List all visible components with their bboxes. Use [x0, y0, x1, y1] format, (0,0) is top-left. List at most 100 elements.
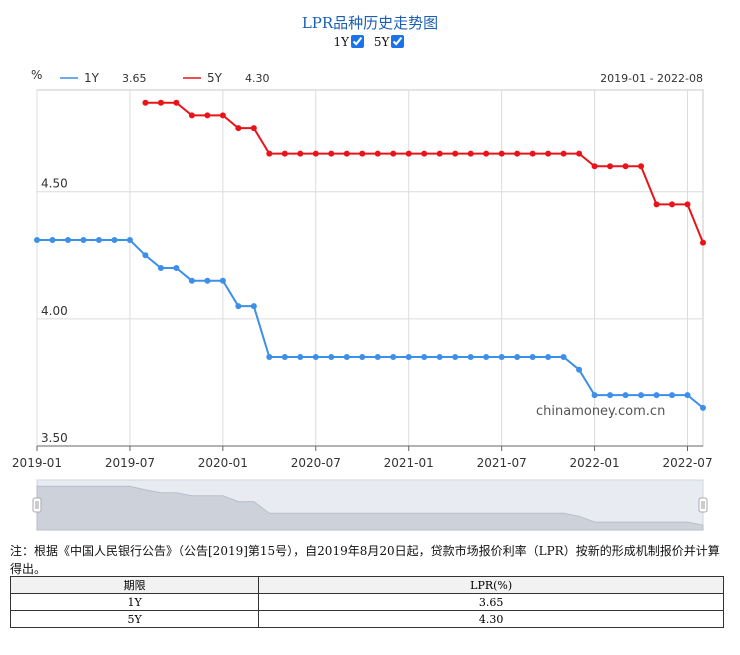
zoom-preview-area [36, 485, 704, 531]
data-point-1y [359, 354, 366, 360]
data-point-1y [173, 265, 180, 271]
data-point-5y [607, 163, 614, 170]
data-point-5y [142, 99, 149, 106]
data-point-5y [529, 150, 536, 157]
data-point-1y [49, 237, 56, 244]
data-point-1y [436, 354, 443, 360]
zoom-handle-right[interactable] [698, 497, 708, 513]
data-point-1y [142, 252, 149, 259]
series-line-5y [145, 101, 704, 243]
data-point-1y [591, 392, 598, 399]
data-point-5y [297, 150, 304, 157]
toggle-5y[interactable]: 5Y [374, 35, 407, 49]
data-point-5y [204, 112, 211, 119]
chart-series [34, 99, 706, 411]
data-point-1y [235, 303, 242, 310]
data-point-1y [64, 237, 71, 244]
data-point-1y [638, 392, 645, 399]
data-point-1y [157, 265, 164, 271]
data-point-1y [250, 303, 257, 310]
cell-term: 1Y [9, 593, 260, 611]
data-point-5y [328, 150, 335, 157]
data-point-5y [560, 150, 567, 157]
watermark: chinamoney.com.cn [536, 404, 665, 419]
data-point-1y [281, 354, 288, 360]
data-point-1y [266, 354, 273, 360]
toggle-1y-label: 1Y [333, 35, 350, 49]
toggle-5y-checkbox[interactable] [391, 35, 405, 48]
data-point-5y [266, 150, 273, 157]
zoom-slider[interactable] [32, 479, 708, 531]
data-point-5y [359, 150, 366, 157]
toggle-1y-checkbox[interactable] [351, 35, 365, 48]
x-tick-label: 2021-01 [384, 456, 434, 470]
data-point-5y [684, 201, 691, 208]
x-tick-label: 2022-07 [662, 456, 712, 470]
chart-grid [36, 89, 704, 447]
data-point-5y [281, 150, 288, 157]
x-tick-label: 2020-07 [291, 456, 341, 470]
data-point-5y [576, 150, 583, 157]
x-tick-label: 2020-01 [198, 456, 248, 470]
data-point-5y [591, 163, 598, 170]
lpr-table: 期限 LPR(%) 1Y 3.65 5Y 4.30 [9, 576, 724, 628]
data-point-1y [607, 392, 614, 399]
data-point-1y [95, 237, 102, 244]
data-point-5y [483, 150, 490, 157]
chart-legend: 1Y 3.65 5Y 4.30 [60, 71, 270, 85]
data-point-1y [483, 354, 490, 360]
data-point-5y [653, 201, 660, 208]
table-header-row: 期限 LPR(%) [9, 576, 724, 594]
y-tick-label: 4.50 [41, 177, 68, 191]
legend-value-5y: 4.30 [245, 72, 270, 85]
data-point-1y [297, 354, 304, 360]
data-point-5y [452, 150, 459, 157]
x-tick-label: 2019-07 [105, 456, 155, 470]
data-point-5y [467, 150, 474, 157]
zoom-handle-left[interactable] [32, 497, 42, 513]
data-point-5y [498, 150, 505, 157]
data-point-5y [173, 99, 180, 106]
data-point-1y [204, 277, 211, 284]
x-tick-label: 2019-01 [12, 456, 62, 470]
y-tick-label: 4.00 [41, 304, 68, 318]
data-point-1y [622, 392, 629, 399]
data-point-1y [328, 354, 335, 360]
lpr-line-chart: 3.50 4.00 4.50 2019-01 2019-07 2020-01 2020-07… [12, 68, 713, 531]
data-point-5y [157, 99, 164, 106]
data-point-5y [235, 125, 242, 132]
data-point-1y [34, 237, 40, 244]
series-toggles: 1Y 5Y [0, 35, 740, 49]
data-point-1y [421, 354, 428, 360]
data-point-5y [436, 150, 443, 157]
cell-term: 5Y [9, 610, 260, 628]
header-lpr: LPR(%) [258, 576, 724, 594]
data-point-1y [80, 237, 87, 244]
data-point-5y [390, 150, 397, 157]
chart-axes: 3.50 4.00 4.50 2019-01 2019-07 2020-01 2020-07… [12, 177, 713, 470]
cell-rate: 4.30 [258, 610, 724, 628]
legend-name-5y: 5Y [207, 71, 223, 85]
data-point-5y [638, 163, 645, 170]
data-point-1y [111, 237, 118, 244]
x-tick-label: 2021-07 [477, 456, 527, 470]
y-axis-label: % [31, 68, 42, 82]
data-point-1y [390, 354, 397, 360]
data-point-5y [700, 239, 706, 246]
data-point-1y [452, 354, 459, 360]
data-point-1y [560, 354, 567, 360]
data-point-5y [545, 150, 552, 157]
toggle-1y[interactable]: 1Y [334, 35, 367, 49]
header-term: 期限 [9, 576, 260, 594]
date-range-label: 2019-01 - 2022-08 [600, 72, 703, 85]
y-tick-label: 3.50 [41, 431, 68, 445]
chart-title: LPR品种历史走势图 [301, 14, 439, 32]
data-point-1y [514, 354, 521, 360]
legend-value-1y: 3.65 [122, 72, 147, 85]
data-point-1y [545, 354, 552, 360]
data-point-1y [126, 237, 133, 244]
legend-name-1y: 1Y [84, 71, 100, 85]
data-point-5y [514, 150, 521, 157]
data-point-1y [219, 277, 226, 284]
data-point-5y [622, 163, 629, 170]
